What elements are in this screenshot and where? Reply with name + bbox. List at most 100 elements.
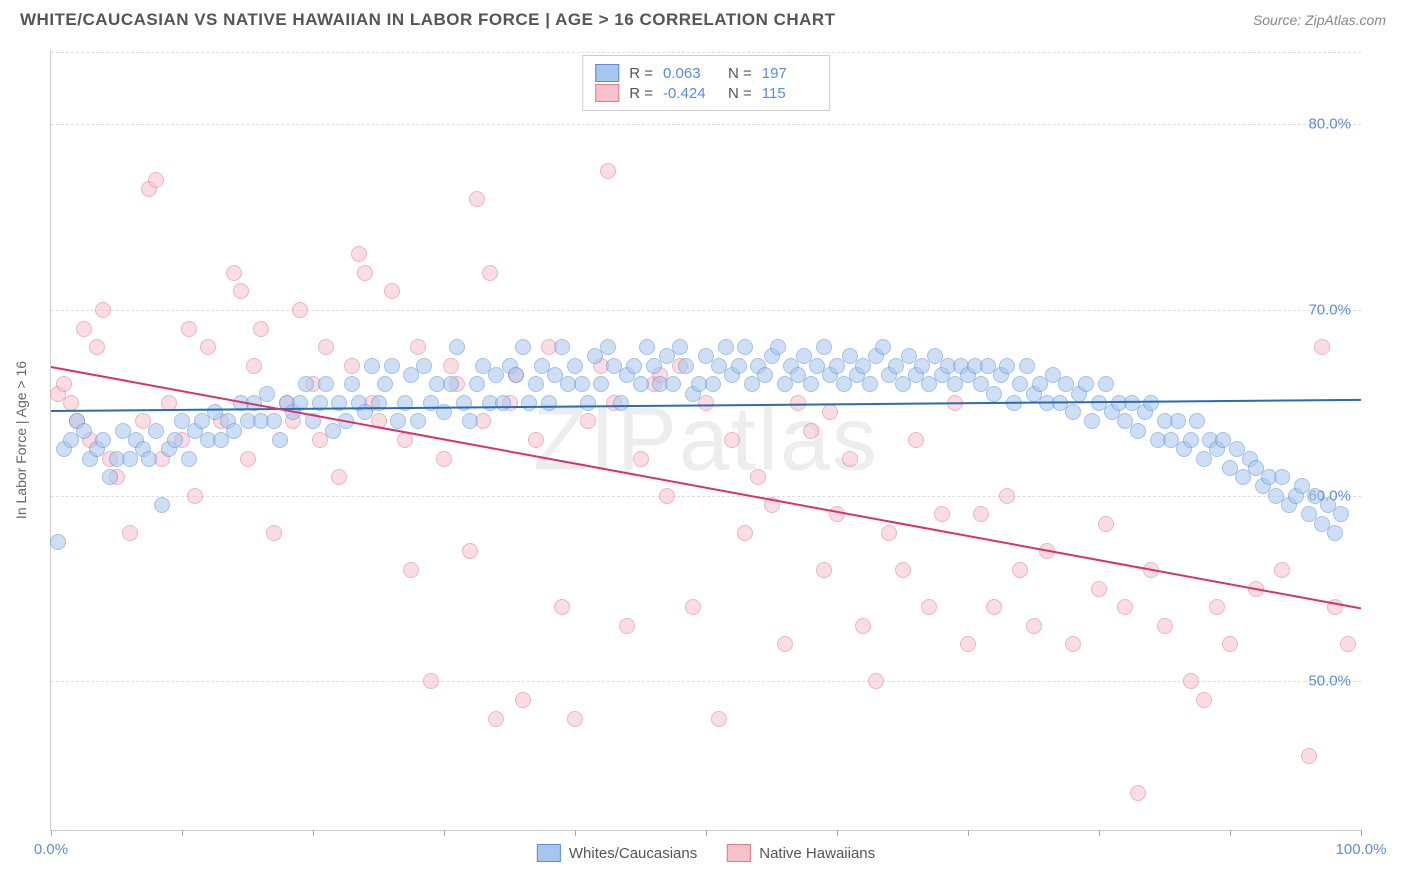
stat-r-value: -0.424 — [663, 85, 718, 102]
scatter-point — [908, 432, 924, 448]
scatter-point — [757, 367, 773, 383]
source-label: Source: ZipAtlas.com — [1253, 12, 1386, 28]
scatter-point — [1026, 618, 1042, 634]
scatter-point — [56, 376, 72, 392]
scatter-point — [1065, 636, 1081, 652]
scatter-point — [554, 599, 570, 615]
scatter-point — [76, 321, 92, 337]
scatter-point — [1065, 404, 1081, 420]
scatter-point — [1196, 692, 1212, 708]
scatter-point — [1019, 358, 1035, 374]
scatter-point — [50, 534, 66, 550]
scatter-point — [443, 358, 459, 374]
scatter-point — [122, 525, 138, 541]
scatter-point — [1222, 636, 1238, 652]
scatter-point — [685, 599, 701, 615]
scatter-point — [364, 358, 380, 374]
scatter-point — [986, 599, 1002, 615]
y-tick-label: 70.0% — [1308, 302, 1351, 319]
x-tick-mark — [837, 830, 838, 836]
gridline — [51, 496, 1361, 497]
scatter-point — [410, 339, 426, 355]
scatter-point — [233, 283, 249, 299]
scatter-point — [528, 432, 544, 448]
scatter-point — [351, 246, 367, 262]
gridline — [51, 52, 1361, 53]
series-swatch — [595, 84, 619, 102]
scatter-point — [803, 423, 819, 439]
scatter-point — [875, 339, 891, 355]
scatter-point — [521, 395, 537, 411]
scatter-point — [515, 339, 531, 355]
legend-item: Native Hawaiians — [727, 844, 875, 862]
scatter-point — [822, 404, 838, 420]
scatter-point — [266, 525, 282, 541]
scatter-point — [705, 376, 721, 392]
scatter-point — [731, 358, 747, 374]
scatter-point — [390, 413, 406, 429]
scatter-point — [593, 376, 609, 392]
y-tick-label: 80.0% — [1308, 116, 1351, 133]
scatter-point — [154, 497, 170, 513]
chart-plot-area: In Labor Force | Age > 16 ZIPatlas R =0.… — [50, 50, 1361, 831]
scatter-point — [436, 451, 452, 467]
scatter-point — [1209, 599, 1225, 615]
scatter-point — [659, 488, 675, 504]
scatter-point — [554, 339, 570, 355]
scatter-point — [1189, 413, 1205, 429]
scatter-point — [574, 376, 590, 392]
scatter-point — [1130, 423, 1146, 439]
x-tick-mark — [1230, 830, 1231, 836]
scatter-point — [973, 506, 989, 522]
scatter-point — [95, 432, 111, 448]
stat-label: R = — [629, 85, 653, 102]
scatter-point — [292, 302, 308, 318]
scatter-point — [1274, 469, 1290, 485]
legend-label: Native Hawaiians — [759, 845, 875, 862]
scatter-point — [855, 618, 871, 634]
scatter-point — [1091, 581, 1107, 597]
scatter-point — [181, 451, 197, 467]
scatter-point — [443, 376, 459, 392]
scatter-point — [272, 432, 288, 448]
scatter-point — [1117, 599, 1133, 615]
scatter-point — [515, 692, 531, 708]
scatter-point — [567, 358, 583, 374]
scatter-point — [1170, 413, 1186, 429]
scatter-point — [384, 283, 400, 299]
scatter-point — [541, 395, 557, 411]
scatter-point — [482, 265, 498, 281]
scatter-point — [567, 711, 583, 727]
scatter-point — [1012, 562, 1028, 578]
scatter-point — [1078, 376, 1094, 392]
scatter-point — [1327, 525, 1343, 541]
x-tick-mark — [1361, 830, 1362, 836]
scatter-point — [266, 413, 282, 429]
gridline — [51, 310, 1361, 311]
scatter-point — [665, 376, 681, 392]
scatter-point — [626, 358, 642, 374]
stat-r-value: 0.063 — [663, 65, 718, 82]
y-tick-label: 50.0% — [1308, 673, 1351, 690]
legend-item: Whites/Caucasians — [537, 844, 697, 862]
series-swatch — [727, 844, 751, 862]
scatter-point — [462, 543, 478, 559]
scatter-point — [881, 525, 897, 541]
scatter-point — [868, 673, 884, 689]
stats-row: R =0.063N =197 — [595, 64, 817, 82]
x-tick-mark — [313, 830, 314, 836]
scatter-point — [403, 562, 419, 578]
scatter-point — [934, 506, 950, 522]
stat-label: N = — [728, 85, 752, 102]
scatter-point — [1157, 618, 1173, 634]
scatter-point — [803, 376, 819, 392]
scatter-point — [331, 469, 347, 485]
stat-n-value: 197 — [762, 65, 817, 82]
scatter-point — [999, 358, 1015, 374]
x-tick-mark — [968, 830, 969, 836]
legend-label: Whites/Caucasians — [569, 845, 697, 862]
scatter-point — [76, 423, 92, 439]
x-tick-mark — [444, 830, 445, 836]
scatter-point — [181, 321, 197, 337]
scatter-point — [357, 265, 373, 281]
